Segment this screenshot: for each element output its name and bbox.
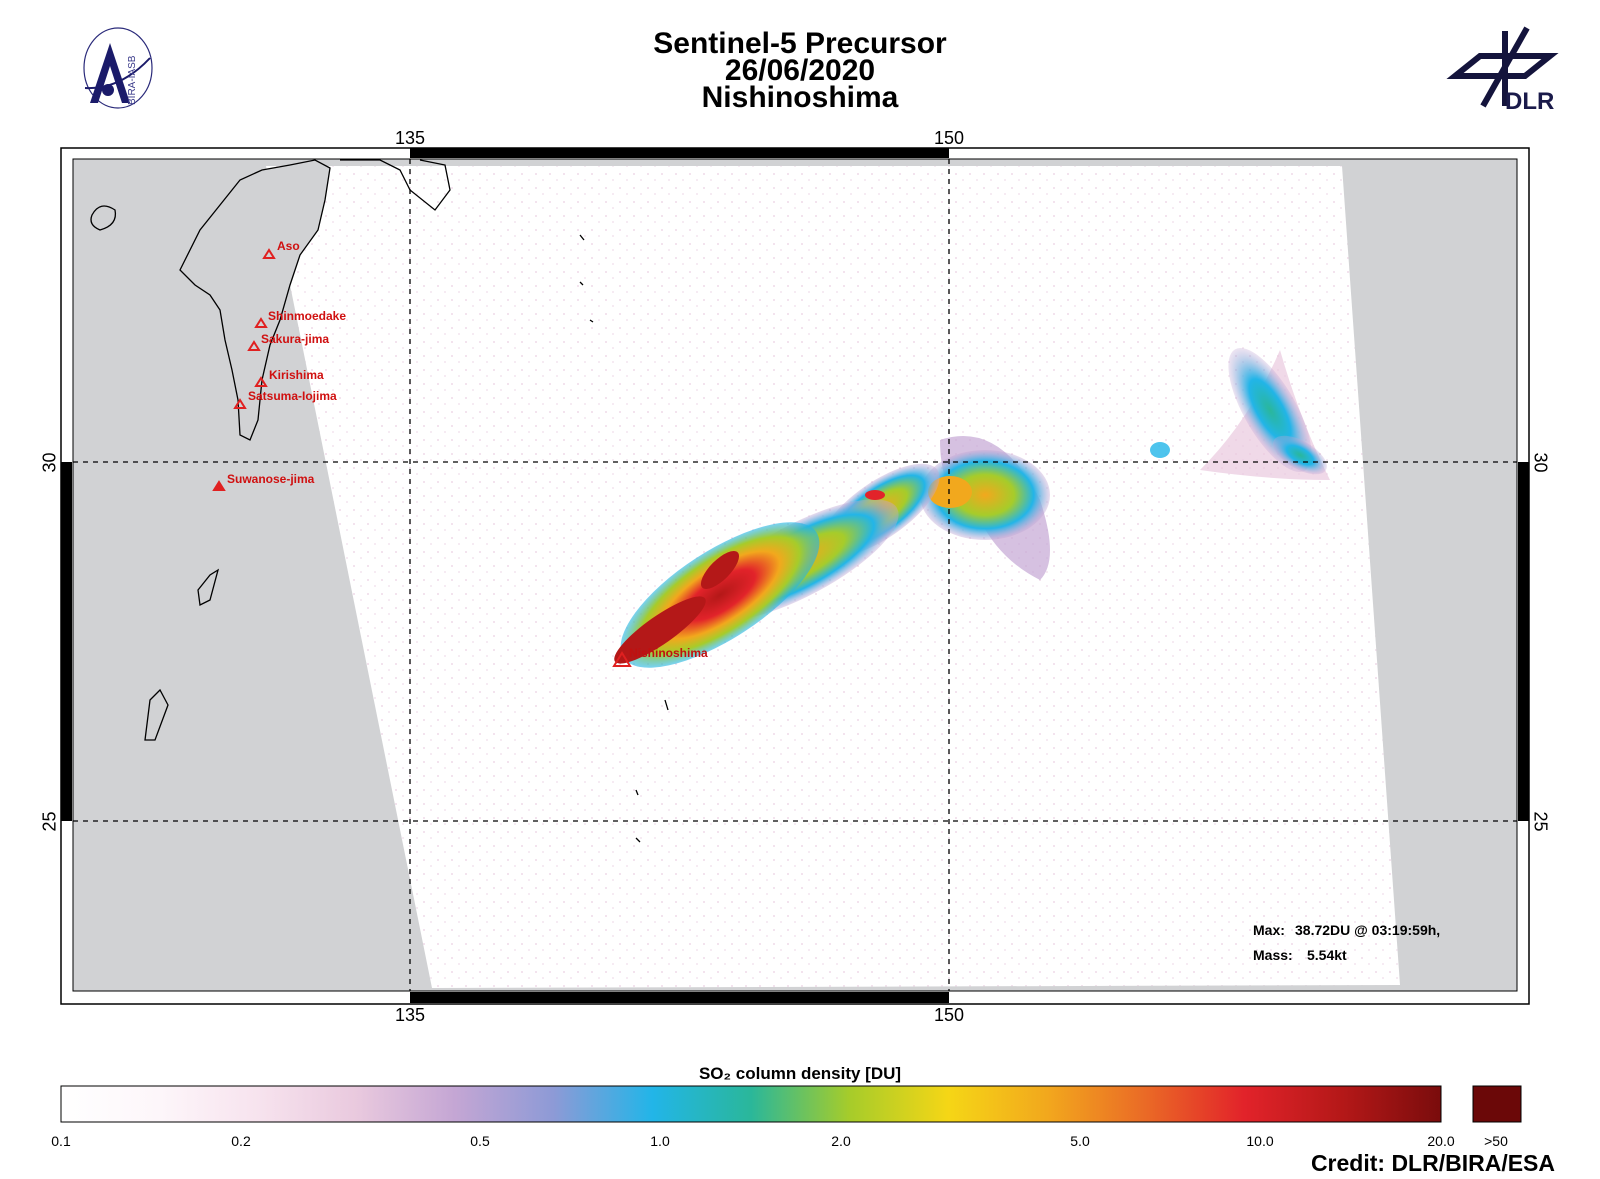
volcano-marker-suwanose-jima (212, 480, 226, 491)
coastlines (90, 159, 669, 843)
max-label: Max: (1253, 922, 1285, 938)
dlr-logo-text: DLR (1505, 88, 1555, 115)
lon-tick-bottom-150: 150 (934, 1005, 965, 1025)
volcano-label-sakura-jima: Sakura-jima (261, 332, 330, 346)
title-volcano: Nishinoshima (701, 81, 899, 114)
mass-label: Mass: (1253, 947, 1293, 963)
volcano-marker-satsuma-iojima (233, 398, 247, 409)
title-line-1: Sentinel-5 Precursor (653, 27, 947, 60)
colorbar-tick-20-0: 20.0 (1427, 1133, 1455, 1149)
bira-iasb-logo (83, 27, 153, 109)
colorbar-tick-1-0: 1.0 (650, 1133, 670, 1149)
lon-tick-top-150: 150 (934, 128, 965, 148)
volcano-label-suwanose-jima: Suwanose-jima (227, 472, 315, 486)
volcano-label-nishinoshima: Nishinoshima (629, 646, 708, 660)
colorbar-tick-10-0: 10.0 (1246, 1133, 1274, 1149)
volcano-label-satsuma-iojima: Satsuma-Iojima (248, 389, 337, 403)
colorbar-tick-0-1: 0.1 (51, 1133, 71, 1149)
volcano-marker-kirishima (254, 376, 268, 387)
volcano-markers (212, 248, 632, 667)
frame-bars (61, 148, 1529, 1003)
volcano-marker-sakura-jima (247, 340, 261, 351)
colorbar-title: SO₂ column density [DU] (698, 1064, 902, 1083)
graticule (73, 159, 1517, 991)
dlr-logo (1446, 26, 1559, 108)
volcano-label-kirishima: Kirishima (269, 368, 324, 382)
colorbar-gradient (60, 1085, 1442, 1123)
so2-plume (614, 347, 1330, 668)
volcano-label-aso: Aso (277, 239, 300, 253)
lon-tick-bottom-135: 135 (395, 1005, 426, 1025)
max-value: 38.72DU @ 03:19:59h, (1295, 922, 1441, 938)
title-date: 26/06/2020 (724, 54, 876, 87)
credit-text: Credit: DLR/BIRA/ESA (1310, 1150, 1555, 1176)
colorbar-over-swatch (1472, 1085, 1522, 1123)
volcano-marker-nishinoshima (612, 651, 632, 667)
colorbar-tick-2-0: 2.0 (831, 1133, 851, 1149)
volcano-label-shinmoedake: Shinmoedake (268, 309, 347, 323)
colorbar-tick-0-2: 0.2 (231, 1133, 251, 1149)
colorbar-tick-5-0: 5.0 (1070, 1133, 1090, 1149)
colorbar-tick-over-50: >50 (1484, 1133, 1508, 1149)
volcano-marker-shinmoedake (254, 317, 268, 328)
mass-value: 5.54kt (1307, 947, 1347, 963)
colorbar-tick-0-5: 0.5 (470, 1133, 490, 1149)
volcano-marker-aso (262, 248, 276, 259)
lon-tick-top-135: 135 (395, 128, 426, 148)
